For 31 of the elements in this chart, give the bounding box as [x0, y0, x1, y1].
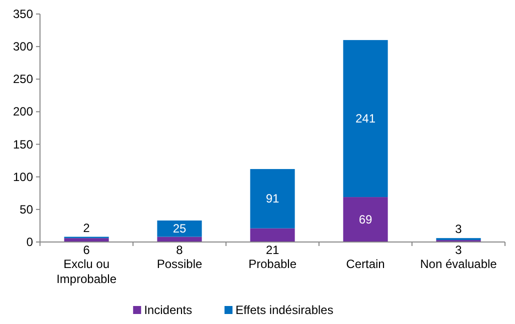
- y-tick-label: 100: [12, 170, 34, 184]
- data-label: 2: [83, 220, 90, 235]
- bar: [343, 40, 388, 198]
- data-label: 25: [172, 222, 186, 236]
- y-tick-label: 50: [20, 202, 34, 216]
- x-tick-label: Probable: [248, 257, 297, 271]
- x-tick-label: Certain: [346, 257, 385, 271]
- legend-label: Incidents: [144, 303, 192, 317]
- data-label: 3: [455, 222, 462, 236]
- bar: [250, 228, 295, 242]
- x-tick-label: Exclu ou Improbable: [56, 257, 117, 286]
- legend-label: Effets indésirables: [236, 303, 334, 317]
- bar: [64, 238, 109, 242]
- data-label: 8: [176, 243, 184, 257]
- data-label: 21: [266, 243, 280, 257]
- data-label: 6: [83, 243, 90, 257]
- data-label: 91: [266, 192, 280, 206]
- bar: [343, 197, 388, 242]
- data-label: 3: [455, 243, 462, 257]
- y-tick-label: 300: [12, 40, 34, 54]
- y-tick-label: 0: [26, 235, 34, 249]
- y-tick-label: 200: [12, 104, 34, 119]
- x-tick-label: Non évaluable: [420, 257, 498, 271]
- y-tick-label: 350: [12, 7, 34, 21]
- bar: [250, 169, 295, 228]
- x-tick-label: Possible: [156, 257, 203, 271]
- y-tick-label: 250: [12, 72, 34, 86]
- y-tick-label: 150: [12, 137, 34, 152]
- data-label: 69: [358, 212, 372, 227]
- bar: [157, 220, 202, 237]
- data-label: 241: [355, 112, 376, 126]
